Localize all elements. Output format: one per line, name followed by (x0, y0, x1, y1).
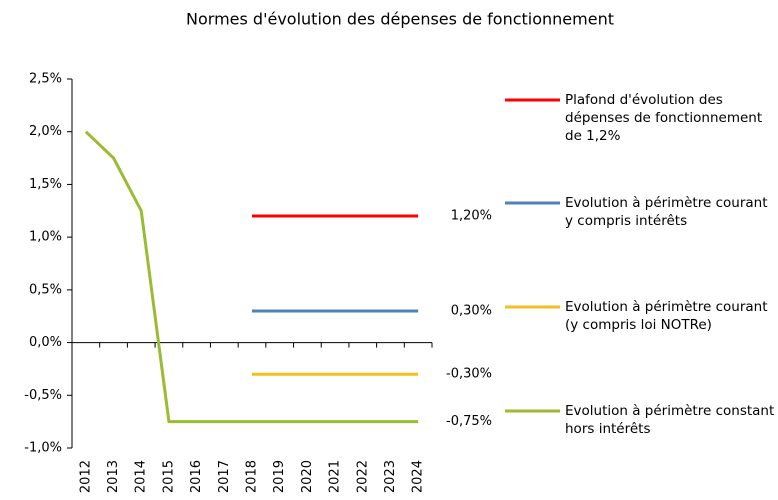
y-tick-label: 2,0% (29, 124, 62, 139)
y-tick-label: -1,0% (24, 441, 62, 456)
value-label: -0,75% (446, 414, 492, 429)
x-tick-label: 2022 (355, 460, 370, 493)
x-tick-label: 2019 (272, 460, 287, 493)
x-tick-label: 2013 (106, 460, 121, 493)
x-tick-label: 2020 (300, 460, 315, 493)
value-label: -0,30% (446, 367, 492, 382)
x-tick-label: 2012 (78, 460, 93, 493)
value-label: 0,30% (451, 303, 492, 318)
y-tick-label: 1,0% (29, 230, 62, 245)
x-tick-label: 2014 (134, 460, 149, 493)
x-tick-label: 2017 (217, 460, 232, 493)
legend-label: Plafond d'évolution des dépenses de fonc… (565, 92, 763, 144)
x-tick-label: 2016 (189, 460, 204, 493)
legend-label: Evolution à périmètre courant y compris … (565, 195, 768, 229)
y-tick-label: 1,5% (29, 177, 62, 192)
x-tick-label: 2021 (328, 460, 343, 493)
value-label: 1,20% (451, 209, 492, 224)
legend-label: Evolution à périmètre constant hors inté… (565, 403, 775, 437)
y-tick-label: 0,0% (29, 335, 62, 350)
series-line (84, 130, 419, 424)
y-tick-label: 0,5% (29, 282, 62, 297)
y-tick-label: -0,5% (24, 388, 62, 403)
x-tick-label: 2024 (411, 460, 426, 493)
chart-title: Normes d'évolution des dépenses de fonct… (186, 10, 614, 29)
x-tick-label: 2015 (161, 460, 176, 493)
legend-label: Evolution à périmètre courant (y compris… (565, 299, 768, 333)
x-tick-label: 2023 (383, 460, 398, 493)
x-tick-label: 2018 (245, 460, 260, 493)
y-tick-label: 2,5% (29, 72, 62, 87)
